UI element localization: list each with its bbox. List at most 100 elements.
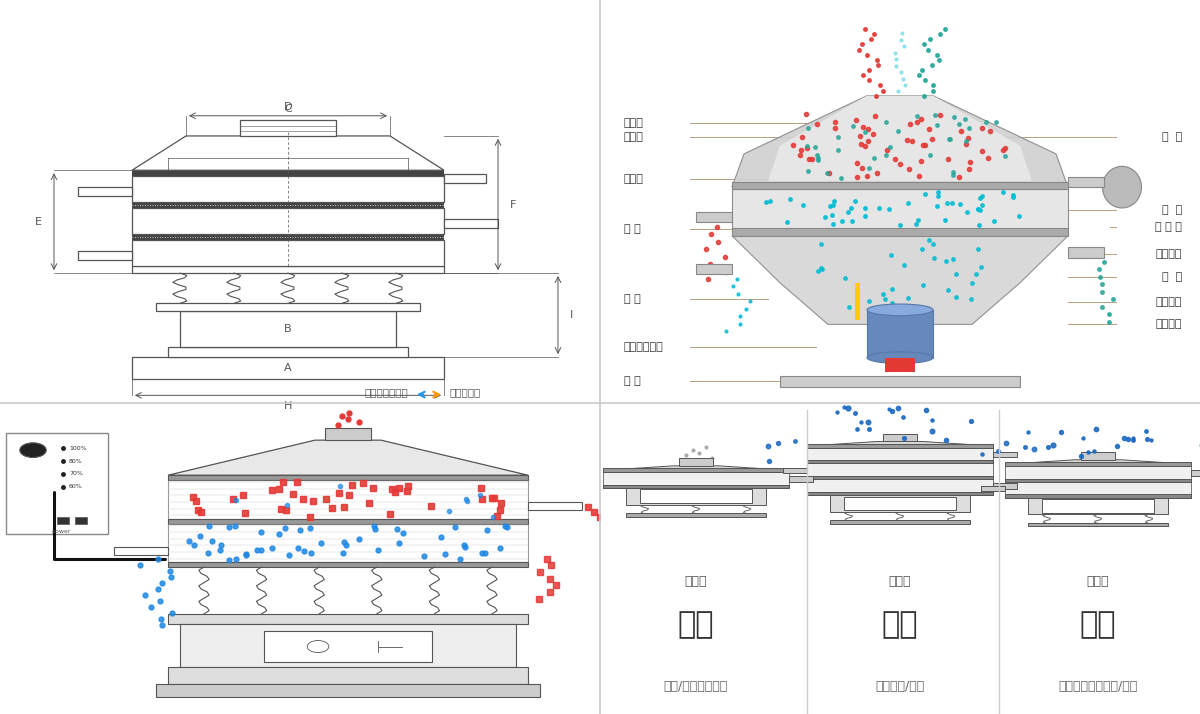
FancyBboxPatch shape (132, 234, 444, 240)
FancyBboxPatch shape (114, 547, 168, 555)
FancyBboxPatch shape (1006, 495, 1190, 498)
FancyBboxPatch shape (132, 240, 444, 266)
Text: 防尘盖: 防尘盖 (624, 132, 644, 142)
FancyBboxPatch shape (168, 481, 528, 518)
FancyBboxPatch shape (982, 486, 1006, 491)
FancyBboxPatch shape (1028, 498, 1168, 514)
Text: 筛  盘: 筛 盘 (1162, 271, 1182, 281)
FancyBboxPatch shape (696, 264, 732, 274)
FancyBboxPatch shape (156, 684, 540, 698)
FancyBboxPatch shape (866, 96, 934, 116)
Text: 100%: 100% (70, 446, 86, 451)
Polygon shape (808, 441, 994, 446)
FancyBboxPatch shape (994, 483, 1018, 489)
FancyBboxPatch shape (845, 497, 955, 511)
FancyBboxPatch shape (808, 463, 994, 479)
FancyBboxPatch shape (732, 182, 1068, 189)
FancyBboxPatch shape (866, 310, 934, 358)
FancyBboxPatch shape (696, 212, 732, 223)
Text: 单层式: 单层式 (685, 575, 707, 588)
FancyBboxPatch shape (679, 458, 713, 466)
FancyBboxPatch shape (780, 376, 1020, 387)
Text: 筛  网: 筛 网 (1162, 132, 1182, 142)
Text: 外形尺寸示意图: 外形尺寸示意图 (365, 388, 408, 398)
Text: H: H (284, 401, 292, 411)
FancyBboxPatch shape (168, 614, 528, 624)
Text: 分级: 分级 (678, 610, 714, 638)
FancyBboxPatch shape (1006, 462, 1190, 466)
Text: 去除异物/结块: 去除异物/结块 (875, 680, 925, 693)
Text: 网  架: 网 架 (1162, 205, 1182, 215)
Text: 运输固定螺栓: 运输固定螺栓 (624, 342, 664, 352)
Polygon shape (604, 466, 790, 471)
FancyBboxPatch shape (808, 476, 994, 479)
FancyBboxPatch shape (732, 228, 1068, 236)
FancyBboxPatch shape (994, 452, 1018, 457)
FancyBboxPatch shape (132, 202, 444, 208)
FancyBboxPatch shape (808, 444, 994, 448)
Text: 上部重锤: 上部重锤 (1156, 248, 1182, 258)
FancyBboxPatch shape (528, 502, 582, 511)
Ellipse shape (866, 304, 934, 316)
FancyBboxPatch shape (132, 357, 444, 379)
Text: 出料口: 出料口 (624, 174, 644, 183)
FancyBboxPatch shape (732, 189, 1068, 228)
FancyBboxPatch shape (132, 170, 444, 176)
Ellipse shape (866, 352, 934, 363)
Text: 弹 簧: 弹 簧 (624, 294, 641, 304)
FancyBboxPatch shape (830, 495, 970, 512)
FancyBboxPatch shape (444, 219, 498, 228)
FancyBboxPatch shape (168, 347, 408, 357)
Text: 80%: 80% (70, 458, 83, 463)
Text: 双层式: 双层式 (1087, 575, 1109, 588)
Polygon shape (768, 96, 1032, 181)
FancyBboxPatch shape (240, 120, 336, 136)
FancyBboxPatch shape (132, 266, 444, 273)
FancyBboxPatch shape (78, 251, 132, 260)
Text: C: C (284, 104, 292, 114)
FancyBboxPatch shape (168, 523, 528, 562)
FancyBboxPatch shape (790, 476, 814, 482)
FancyBboxPatch shape (1068, 248, 1104, 258)
Text: 振动电机: 振动电机 (1156, 296, 1182, 306)
Text: 下部重锤: 下部重锤 (1156, 319, 1182, 329)
Polygon shape (732, 96, 1068, 187)
FancyBboxPatch shape (168, 668, 528, 684)
Text: 70%: 70% (70, 471, 83, 476)
FancyBboxPatch shape (156, 303, 420, 311)
FancyBboxPatch shape (180, 624, 516, 668)
FancyBboxPatch shape (626, 513, 766, 517)
FancyBboxPatch shape (132, 176, 444, 202)
FancyBboxPatch shape (1006, 466, 1190, 482)
Text: 结构示意图: 结构示意图 (450, 388, 481, 398)
FancyBboxPatch shape (132, 208, 444, 234)
Polygon shape (132, 136, 444, 170)
FancyBboxPatch shape (604, 468, 790, 472)
Polygon shape (168, 440, 528, 476)
Text: 60%: 60% (70, 484, 83, 489)
Text: 加 重 块: 加 重 块 (1156, 221, 1182, 231)
FancyBboxPatch shape (6, 433, 108, 533)
Circle shape (307, 640, 329, 653)
FancyBboxPatch shape (1081, 452, 1115, 460)
FancyBboxPatch shape (325, 428, 371, 440)
FancyBboxPatch shape (604, 472, 790, 488)
FancyBboxPatch shape (830, 521, 970, 524)
Text: 颗粒/粉末准确分级: 颗粒/粉末准确分级 (664, 680, 728, 693)
FancyBboxPatch shape (883, 434, 917, 441)
Text: 过滤: 过滤 (882, 610, 918, 638)
FancyBboxPatch shape (886, 358, 916, 372)
FancyBboxPatch shape (1190, 470, 1200, 476)
Text: F: F (510, 199, 516, 209)
Text: D: D (283, 101, 293, 112)
FancyBboxPatch shape (180, 311, 396, 347)
FancyBboxPatch shape (444, 174, 486, 183)
FancyBboxPatch shape (808, 461, 994, 463)
FancyBboxPatch shape (784, 468, 808, 473)
FancyBboxPatch shape (168, 562, 528, 567)
FancyBboxPatch shape (1006, 482, 1190, 498)
Text: 去除液体中的颗粒/异物: 去除液体中的颗粒/异物 (1058, 680, 1138, 693)
FancyBboxPatch shape (641, 489, 751, 503)
Ellipse shape (1103, 166, 1141, 208)
Text: I: I (570, 310, 574, 320)
